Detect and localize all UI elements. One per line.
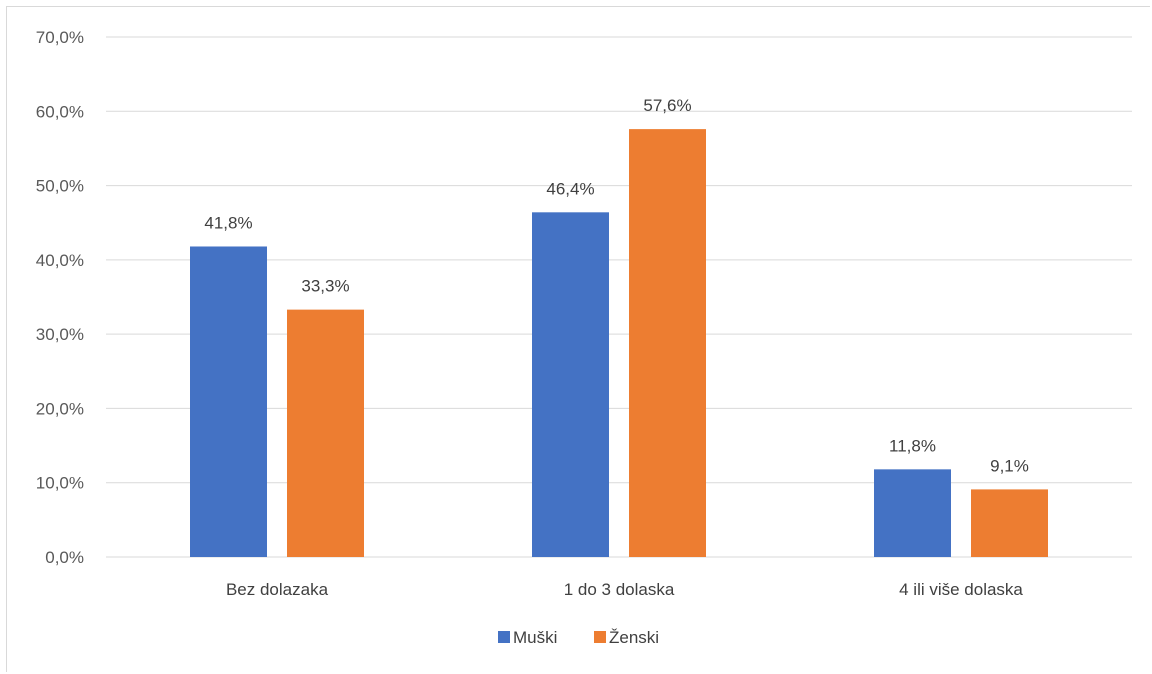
data-label: 46,4%	[546, 179, 594, 198]
x-category-label: Bez dolazaka	[226, 580, 329, 599]
y-tick-label: 70,0%	[36, 28, 84, 47]
legend-label: Ženski	[609, 628, 659, 647]
legend-swatch	[498, 631, 510, 643]
y-tick-label: 0,0%	[45, 548, 84, 567]
data-label: 11,8%	[889, 436, 936, 455]
legend-swatch	[594, 631, 606, 643]
data-label: 9,1%	[990, 456, 1029, 475]
x-category-label: 1 do 3 dolaska	[564, 580, 675, 599]
x-category-label: 4 ili više dolaska	[899, 580, 1023, 599]
legend: Muški Ženski	[498, 628, 659, 647]
bar-ženski	[629, 129, 706, 557]
data-labels: 41,8% 33,3% 46,4% 57,6% 11,8% 9,1%	[204, 96, 1028, 475]
y-tick-label: 40,0%	[36, 251, 84, 270]
chart-frame	[6, 6, 1150, 672]
data-label: 57,6%	[643, 96, 691, 115]
data-label: 33,3%	[301, 277, 349, 296]
x-axis-category-labels: Bez dolazaka 1 do 3 dolaska 4 ili više dol…	[226, 580, 1023, 599]
y-tick-label: 20,0%	[36, 399, 84, 418]
y-tick-label: 30,0%	[36, 325, 84, 344]
bar-muški	[874, 469, 951, 557]
y-tick-label: 50,0%	[36, 177, 84, 196]
y-tick-label: 60,0%	[36, 102, 84, 121]
bar-muški	[532, 212, 609, 558]
bar-ženski	[287, 309, 364, 557]
gridlines	[106, 36, 1132, 558]
bar-ženski	[971, 489, 1048, 557]
legend-label: Muški	[513, 628, 557, 647]
bars	[190, 129, 1048, 558]
bar-muški	[190, 246, 267, 557]
data-label: 41,8%	[204, 213, 252, 232]
y-tick-label: 10,0%	[36, 474, 84, 493]
y-axis-tick-labels: 0,0% 10,0% 20,0% 30,0% 40,0% 50,0% 60,0% 70,0%	[36, 28, 84, 567]
